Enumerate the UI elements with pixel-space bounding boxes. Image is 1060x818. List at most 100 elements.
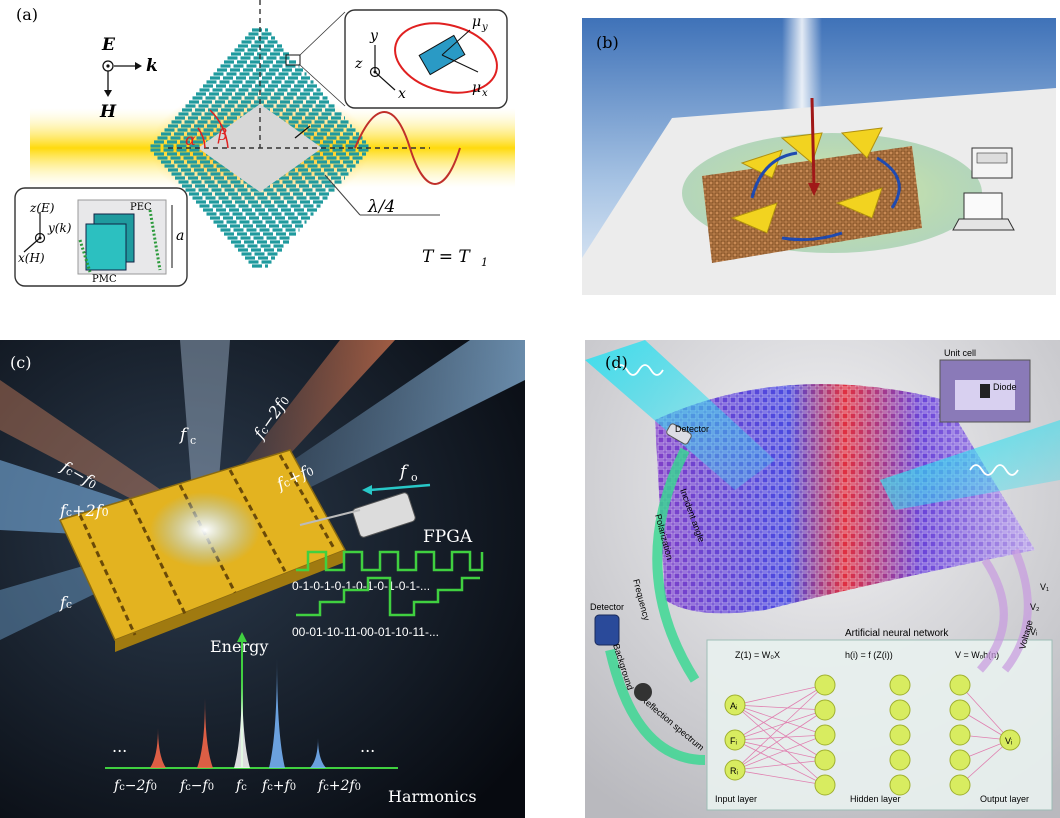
vi-label: Vᵢ (1030, 627, 1037, 637)
hidden-node (814, 724, 836, 746)
output-node (999, 729, 1021, 751)
nn-edge (734, 709, 826, 771)
hidden-node (814, 774, 836, 796)
dots-left: ... (112, 737, 127, 756)
hidden-node (949, 724, 971, 746)
panel-b-diagram: (b) (582, 18, 1056, 295)
output-node-label: Vᵢ (1005, 736, 1012, 746)
fpga-label: FPGA (423, 527, 473, 547)
hidden-layer-label: Hidden layer (850, 794, 901, 804)
pec-label: PEC (130, 202, 152, 213)
code-2: 00-01-10-11-00-01-10-11-... (292, 625, 439, 639)
beta-arc (209, 109, 229, 149)
incident-arrow (810, 97, 816, 189)
loop-icon (634, 683, 652, 701)
flash (150, 492, 260, 568)
panel-c-diagram: FPGA f o 0-1-0-1-0-1-0-1-0-1-0-1-... 00-… (0, 340, 525, 818)
alpha-label: α (185, 130, 196, 149)
panel-c-label: (c) (10, 353, 31, 372)
svg-text:y: y (481, 22, 488, 33)
nn-edge (734, 684, 826, 741)
panel-d-diagram: Unit cell Diode Detector Detector Incide… (585, 340, 1060, 818)
metasurface-grid (702, 146, 922, 263)
svg-text:1: 1 (481, 256, 488, 269)
detector-left (594, 614, 620, 646)
nn-edge (734, 684, 826, 706)
lambda-label: λ/4 (367, 197, 395, 217)
mu-x: μ (472, 80, 481, 96)
svg-text:c: c (190, 434, 196, 447)
panel-d: Unit cell Diode Detector Detector Incide… (585, 340, 1060, 818)
hidden-node (889, 749, 911, 771)
nn-edge (734, 709, 826, 741)
eq2: h(i) = f (Z(i)) (845, 650, 893, 660)
hidden-node (889, 674, 911, 696)
hidden-node (814, 674, 836, 696)
panel-a: α β λ/4 (a) E k H μ y μ x y z x PEC PMC … (10, 0, 515, 292)
voltage-arrow (976, 557, 1008, 673)
nn-edge (734, 704, 826, 761)
fo-label: f (398, 462, 409, 482)
field-E: E (101, 35, 116, 55)
mu-y: μ (472, 14, 481, 30)
lambda-pointer (324, 174, 361, 216)
nn-edge (734, 704, 826, 736)
hidden-node (814, 749, 836, 771)
svg-text:y: y (369, 28, 379, 44)
code-wave-2 (296, 576, 480, 617)
beta-label: β (217, 125, 227, 144)
zoom-box (285, 54, 301, 66)
svg-text:x(H): x(H) (18, 251, 45, 265)
hidden-node (814, 699, 836, 721)
diode-label: Diode (993, 382, 1017, 392)
panel-a-label: (a) (16, 5, 38, 24)
input-node (724, 759, 746, 781)
input-arrow (652, 447, 700, 683)
svg-text:x: x (482, 88, 488, 99)
harmonics-label: Harmonics (388, 787, 477, 806)
nn-edge (734, 739, 826, 786)
eq3: V = Wₒh(n) (955, 650, 999, 660)
energy-label: Energy (210, 637, 268, 656)
nn-edge (734, 704, 826, 786)
fc-plus-2f0: fc+2f0 (59, 501, 109, 520)
detector-top (666, 423, 692, 445)
panel-b: (b) (582, 18, 1056, 295)
hidden-node (949, 699, 971, 721)
thickness-arrow (294, 125, 311, 139)
harmonic-peak (234, 673, 250, 768)
fpga-chip (352, 492, 416, 538)
input-node-label: Aᵢ (730, 701, 737, 711)
v1-label: V₁ (1040, 582, 1049, 592)
unit-cell-label: Unit cell (944, 348, 976, 358)
alpha-arc (197, 127, 206, 149)
hidden-node (949, 774, 971, 796)
input-node (724, 694, 746, 716)
fc-bottom: fc (59, 593, 72, 612)
board-column (128, 499, 187, 615)
nn-edge (734, 734, 826, 741)
nn-edge (734, 684, 826, 771)
eq1: Z(1) = W₀X (735, 650, 780, 660)
detector-left-label: Detector (590, 602, 624, 612)
svg-text:z: z (354, 56, 363, 72)
harmonic-peak (310, 738, 326, 768)
panel-a-diagram: α β λ/4 (a) E k H μ y μ x y z x PEC PMC … (14, 0, 515, 287)
v2-label: V₂ (1030, 602, 1040, 612)
hidden-node (949, 749, 971, 771)
svg-text:z(E): z(E) (29, 201, 55, 215)
harmonic-peak (150, 728, 166, 768)
code-wave-1 (296, 550, 484, 572)
neural-network-panel (706, 639, 1053, 811)
tick-fc-2f0: fc−2f0 (113, 778, 157, 794)
tick-fc: fc (235, 778, 247, 794)
input-node (724, 729, 746, 751)
rotation-arrow (750, 151, 798, 199)
mirror-1 (740, 149, 783, 179)
hidden-node (949, 674, 971, 696)
input-layer-label: Input layer (715, 794, 757, 804)
hidden-node (889, 724, 911, 746)
dots-right: ... (360, 737, 375, 756)
a-label: a (176, 228, 184, 244)
ann-title: Artificial neural network (845, 628, 949, 639)
